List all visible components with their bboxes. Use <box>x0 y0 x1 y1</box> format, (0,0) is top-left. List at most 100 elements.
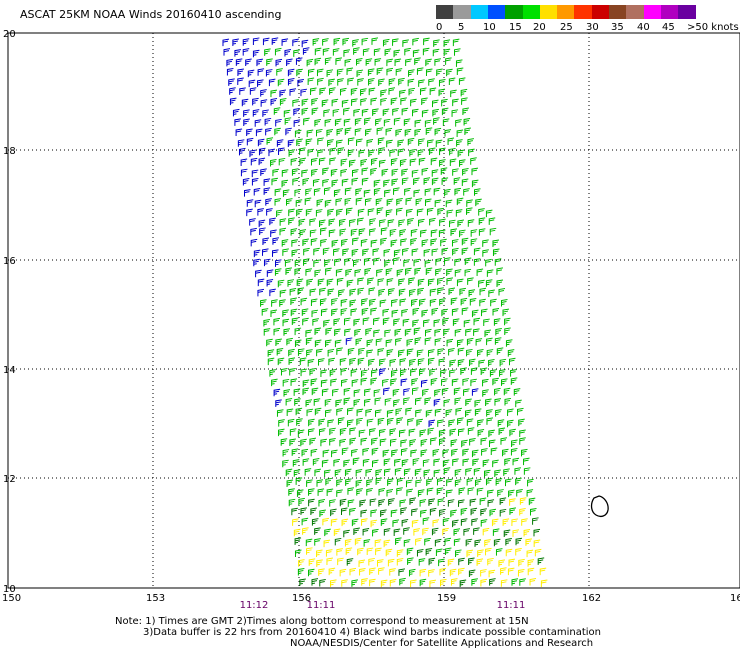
wind-barb <box>332 108 340 117</box>
wind-barb <box>257 208 264 216</box>
wind-barb <box>451 239 459 247</box>
wind-barb <box>450 509 457 518</box>
wind-barb <box>353 318 361 327</box>
wind-barb <box>486 409 493 417</box>
wind-barb <box>492 459 499 468</box>
wind-barb <box>434 338 442 346</box>
colorbar-swatch <box>436 5 454 19</box>
wind-barb <box>478 359 486 368</box>
wind-barb <box>340 87 347 96</box>
wind-barb <box>505 339 513 347</box>
wind-barb <box>499 358 507 367</box>
wind-barb <box>379 219 386 227</box>
wind-barb <box>489 578 496 586</box>
wind-barb <box>373 329 380 338</box>
wind-barb <box>429 217 436 226</box>
wind-barb <box>512 457 520 466</box>
wind-barb <box>440 238 447 247</box>
wind-barb <box>310 448 318 457</box>
wind-barb <box>341 507 348 516</box>
wind-barb <box>253 188 261 196</box>
wind-barb <box>402 248 409 256</box>
wind-barb <box>246 199 254 207</box>
wind-barb <box>460 297 468 306</box>
wind-barb <box>311 578 319 586</box>
wind-barb <box>345 337 353 345</box>
wind-barb <box>464 257 472 266</box>
wind-barb <box>352 457 360 465</box>
wind-barb <box>391 168 399 177</box>
wind-barb <box>468 148 475 157</box>
wind-barb <box>375 469 383 477</box>
wind-barb <box>431 307 439 316</box>
wind-barb <box>266 137 274 145</box>
wind-barb <box>398 568 406 576</box>
wind-barb <box>502 518 510 526</box>
wind-barb <box>477 429 485 437</box>
wind-barb <box>480 508 487 516</box>
wind-barb <box>478 208 485 216</box>
wind-barb <box>457 428 465 436</box>
wind-barb <box>306 129 314 138</box>
wind-barb <box>302 317 309 326</box>
wind-barb <box>403 118 411 126</box>
wind-barb <box>268 78 276 87</box>
wind-barb <box>413 177 420 186</box>
wind-barb <box>234 49 241 57</box>
wind-barb <box>294 259 302 267</box>
wind-barb <box>412 319 419 328</box>
wind-barb <box>328 78 335 87</box>
wind-barb <box>485 279 493 287</box>
wind-barb <box>471 179 479 188</box>
wind-barb <box>458 557 465 566</box>
wind-barb <box>421 97 428 105</box>
wind-barb <box>454 187 462 196</box>
wind-barb <box>413 327 421 335</box>
wind-barb <box>339 568 347 577</box>
wind-barb <box>335 198 343 206</box>
wind-barb <box>465 467 472 476</box>
wind-barb <box>249 218 256 226</box>
wind-barb <box>386 67 394 76</box>
wind-barb <box>452 519 459 528</box>
wind-barb <box>439 508 446 517</box>
wind-barb <box>414 119 422 128</box>
wind-barb <box>395 128 403 137</box>
longitude-label: 165 <box>730 593 740 604</box>
wind-barb <box>356 138 363 147</box>
wind-barb <box>304 197 312 206</box>
wind-barb <box>336 478 343 487</box>
wind-barb <box>414 468 422 477</box>
wind-barb <box>344 58 352 67</box>
wind-barb <box>294 549 302 558</box>
wind-barb <box>347 407 354 416</box>
wind-barb <box>387 478 394 486</box>
pass-time-label: 11:12 <box>240 600 269 611</box>
wind-barb <box>293 49 300 57</box>
wind-barb <box>432 108 439 117</box>
wind-barb <box>251 177 259 186</box>
wind-barb <box>254 119 262 127</box>
wind-barb <box>438 229 446 237</box>
wind-barb <box>337 147 345 155</box>
wind-barb <box>399 499 407 507</box>
wind-barb <box>240 168 248 177</box>
wind-barb <box>411 378 418 386</box>
wind-barb <box>329 369 337 377</box>
wind-barb <box>288 348 295 357</box>
wind-barb <box>388 288 395 296</box>
wind-barb <box>455 407 463 416</box>
wind-barb <box>485 258 492 267</box>
wind-barb <box>451 378 459 386</box>
wind-barb <box>355 338 363 346</box>
wind-barb <box>373 188 381 196</box>
wind-barb <box>242 178 250 186</box>
wind-barb <box>434 538 442 547</box>
wind-barb <box>274 127 281 136</box>
wind-barb <box>313 247 320 256</box>
wind-barb <box>456 67 464 75</box>
wind-barb <box>461 439 468 448</box>
wind-barb <box>305 208 313 217</box>
colorbar-swatch <box>591 5 610 19</box>
